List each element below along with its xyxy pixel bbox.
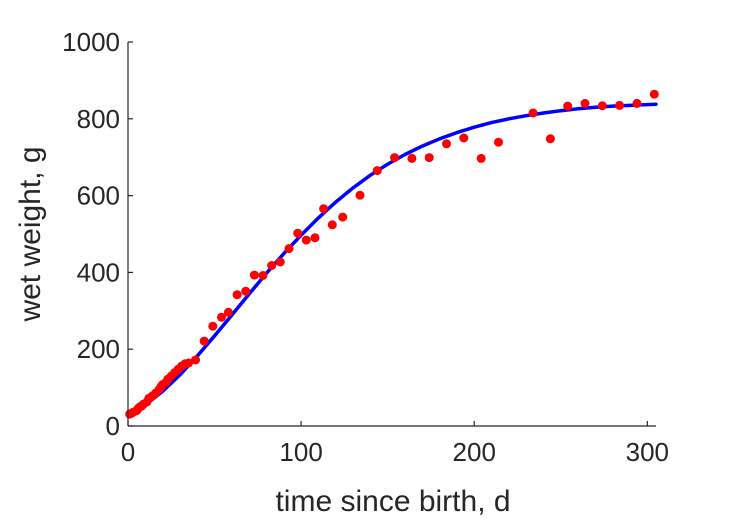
- data-point: [528, 108, 538, 118]
- x-axis-label: time since birth, d: [275, 485, 510, 518]
- data-point: [338, 212, 348, 222]
- data-points: [125, 89, 659, 419]
- data-point: [355, 190, 365, 200]
- data-point: [615, 100, 625, 110]
- y-tick-label: 600: [77, 181, 120, 211]
- x-tick-label: 200: [453, 437, 496, 467]
- data-point: [563, 101, 573, 111]
- data-point: [545, 134, 555, 144]
- x-ticks: 0 100 200 300: [121, 421, 669, 467]
- y-ticks: 0 200 400 600 800 1000: [62, 27, 133, 441]
- data-point: [301, 235, 311, 245]
- y-axis-label: wet weight, g: [14, 146, 47, 322]
- fit-curve: [126, 102, 658, 417]
- data-point: [275, 257, 285, 267]
- data-point: [191, 355, 200, 365]
- data-point: [459, 133, 469, 143]
- data-point: [649, 89, 659, 99]
- data-point: [184, 358, 194, 368]
- data-point: [267, 261, 277, 270]
- data-point: [284, 244, 294, 254]
- data-point: [424, 153, 434, 163]
- y-tick-label: 0: [106, 411, 120, 441]
- y-tick-label: 400: [77, 257, 120, 287]
- data-point: [223, 307, 233, 317]
- x-tick-label: 100: [279, 437, 322, 467]
- data-point: [319, 204, 329, 214]
- data-point: [241, 286, 251, 296]
- plot-area: [125, 89, 659, 419]
- data-point: [258, 271, 268, 280]
- data-point: [597, 101, 607, 111]
- data-point: [476, 153, 486, 163]
- data-point: [310, 233, 320, 243]
- data-point: [494, 137, 503, 147]
- x-tick-label: 300: [626, 437, 669, 467]
- data-point: [632, 98, 642, 108]
- data-point: [407, 153, 417, 163]
- data-point: [208, 321, 218, 331]
- data-point: [442, 139, 451, 149]
- data-point: [390, 153, 400, 163]
- y-tick-label: 1000: [62, 27, 120, 57]
- y-tick-label: 800: [77, 104, 120, 134]
- y-tick-label: 200: [77, 334, 120, 364]
- data-point: [249, 270, 259, 280]
- data-point: [327, 220, 337, 230]
- x-tick-label: 0: [121, 437, 135, 467]
- data-point: [580, 98, 590, 108]
- data-point: [293, 228, 303, 238]
- data-point: [217, 312, 226, 322]
- data-point: [372, 166, 382, 176]
- data-point: [232, 290, 242, 300]
- data-point: [199, 336, 209, 346]
